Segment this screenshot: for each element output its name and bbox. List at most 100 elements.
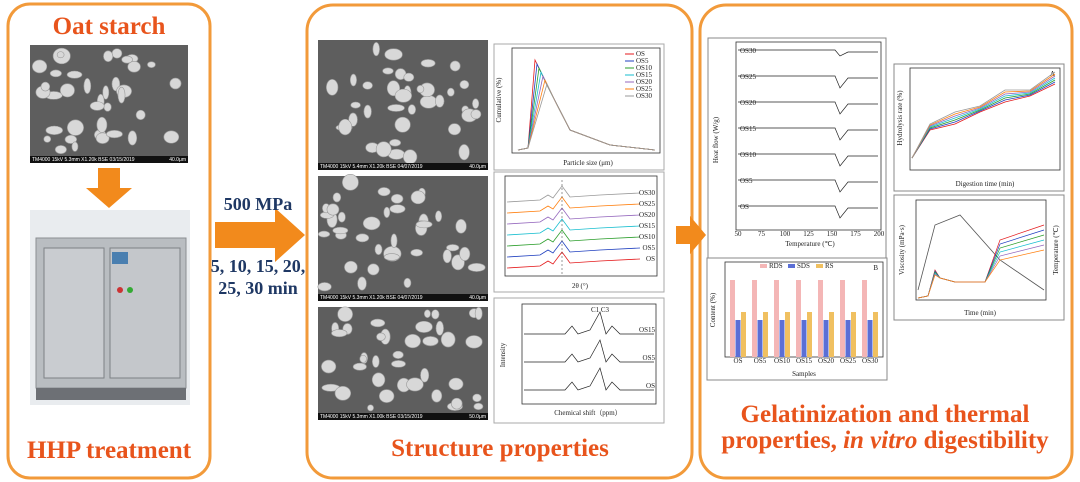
granule [163,130,180,144]
sample-label: OS15 [639,222,655,230]
granule [387,104,405,112]
granule [317,230,331,238]
curve [911,77,1056,159]
caption-bar [318,413,488,420]
curve [506,207,641,225]
granule [102,85,110,100]
x-tick-label: 75 [758,230,766,238]
granule [390,233,398,249]
axis-label: Viscosity (mPa·s) [898,224,906,275]
axis-label: Time (min) [964,309,996,317]
sem-image [318,176,488,301]
granule [472,393,482,403]
granule [332,226,349,235]
granule [54,145,67,155]
bar [757,320,763,357]
granule [66,70,83,79]
title: Oat starch [53,13,166,40]
granule [56,51,65,59]
curve [506,251,641,269]
granule [83,78,92,94]
legend-label: OS25 [636,85,652,93]
granule [403,149,418,165]
granule [472,98,480,109]
axis-label: Content (%) [709,292,717,327]
granule [121,55,133,64]
granule [465,335,483,349]
granule [106,130,123,139]
granule [49,69,62,78]
arrow [215,208,305,262]
granule [467,263,486,272]
granule [410,190,426,205]
granule [407,104,416,115]
granule [372,42,380,57]
granule [375,141,392,158]
legend-swatch [760,264,767,268]
curve [506,240,641,258]
caption-bar [318,294,488,301]
granule [384,48,403,61]
granule [391,360,406,368]
curve [911,73,1056,159]
granule [389,204,406,214]
axis-label: Chemical shift（ppm） [554,409,621,417]
bar [730,280,735,357]
granule [448,123,461,136]
granule [394,116,411,133]
granule [357,276,367,291]
legend-label: RS [825,262,834,270]
granule [103,50,114,62]
granule [334,385,352,401]
granule [337,211,346,223]
bar [741,312,746,357]
granule [370,318,386,328]
granule [332,192,342,203]
panel-label: B [873,264,878,272]
caption: TM4000 15kV 5.3mm X1.20k BSE 03/15/2019 [32,157,135,163]
hhp-photo [30,210,190,405]
granule [317,282,332,292]
granule [389,139,402,147]
sample-label: OS20 [740,99,756,107]
granule [390,193,404,204]
sample-label: OS10 [639,233,655,241]
granule [403,72,415,82]
granule [446,244,460,252]
title: Structure properties [391,435,609,462]
granule [367,263,380,276]
granule [458,144,470,161]
granule [359,354,367,363]
granule [349,73,357,87]
granule [95,132,110,144]
sample-label: OS5 [643,244,656,252]
granule [459,246,471,261]
chart-frame [909,67,1061,171]
sample-label: OS [646,255,655,263]
chart-frame [915,199,1047,301]
sample-label: OS30 [639,189,655,197]
granule [451,397,463,410]
axis-label: 2θ (°) [572,282,589,290]
peak-label: C1 C3 [591,306,610,314]
granule [71,141,79,152]
x-tick-label: OS30 [862,357,878,365]
granule [473,402,484,411]
granule [342,174,359,191]
granule [117,86,126,104]
title: HHP treatment [27,437,192,464]
axis-label: Temperature (℃) [785,240,835,248]
axis-label: Temperature (℃) [1052,225,1060,275]
sample-label: OS [740,203,749,211]
bar [807,312,812,357]
bar [840,280,845,357]
sample-label: OS5 [643,354,656,362]
axis-label: Heat flow (W/g) [712,116,720,163]
granule [45,125,63,135]
granule [135,109,146,121]
curve [911,79,1056,159]
time: 5, 10, 15, 20, [211,256,306,276]
granule [404,334,421,349]
granule [362,81,373,90]
